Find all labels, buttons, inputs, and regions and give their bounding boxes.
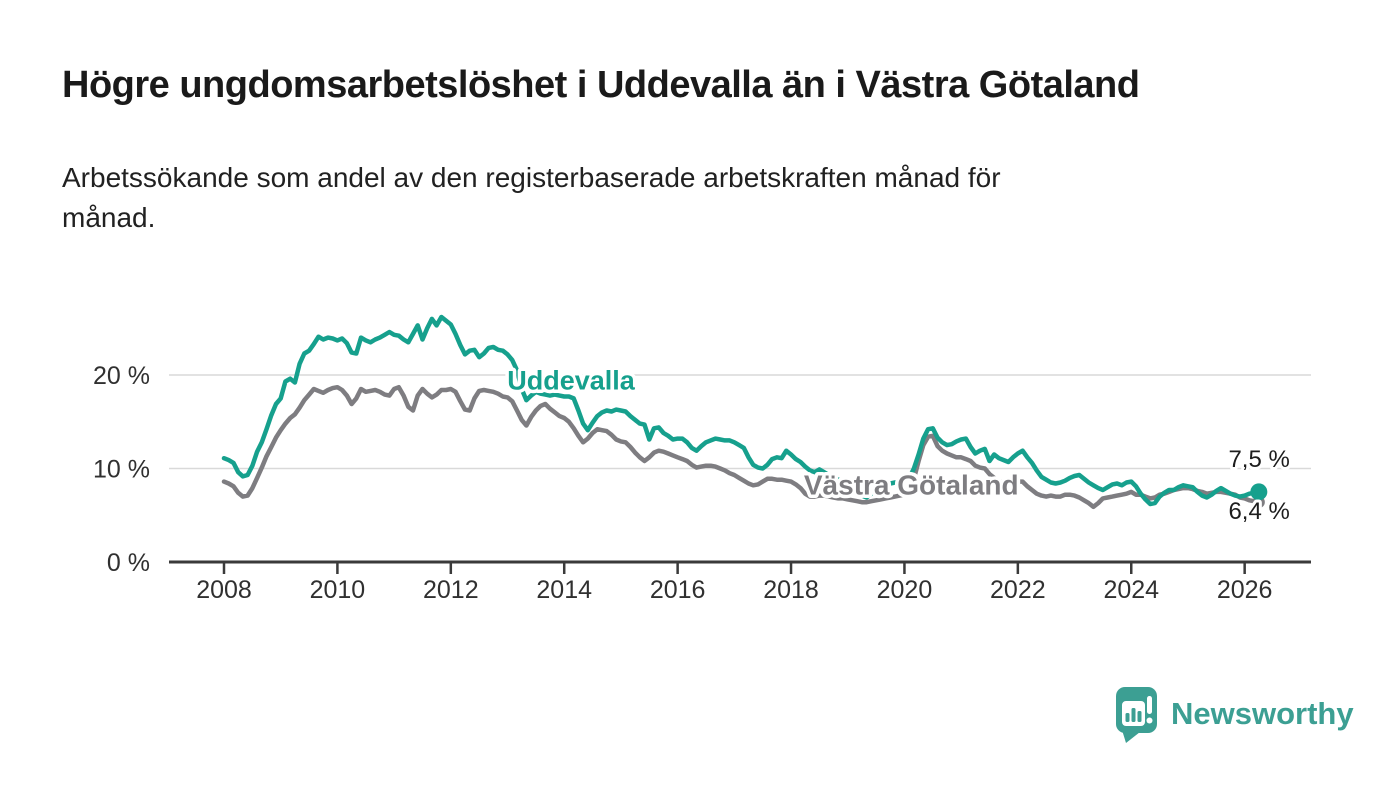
newsworthy-wordmark: Newsworthy [1171,696,1354,731]
x-tick-label: 2024 [1103,576,1159,604]
chart-title: Högre ungdomsarbetslöshet i Uddevalla än… [62,64,1140,106]
x-tick-label: 2010 [310,576,366,604]
x-axis: 2008 2010 2012 2014 2016 2018 2020 2022 2024 2026 [169,560,1311,604]
y-tick-label: 20 % [93,362,150,390]
uddevalla-end-dot [1250,483,1268,501]
x-tick-label: 2012 [423,576,479,604]
chart-subtitle-line1: Arbetssökande som andel av den registerb… [62,162,1001,193]
y-tick-label: 0 % [107,549,150,577]
vastra-gotaland-label: Västra Götaland [804,469,1019,500]
x-tick-label: 2020 [877,576,933,604]
x-tick-label: 2022 [990,576,1046,604]
newsworthy-logo-icon [1116,687,1157,743]
gridlines [169,374,1311,470]
x-tick-label: 2026 [1217,576,1273,604]
uddevalla-label: Uddevalla [507,366,636,396]
chart-subtitle: Arbetssökande som andel av den registerb… [62,158,1001,238]
end-value-labels: 7,5 % 6,4 % [1225,443,1292,528]
vastra-gotaland-end-value-label: 6,4 % [1228,498,1289,525]
x-tick-label: 2008 [196,576,252,604]
x-tick-label: 2016 [650,576,706,604]
uddevalla-line [221,314,1262,507]
y-tick-label: 10 % [93,456,150,484]
series-labels: Uddevalla Västra Götaland [504,362,1022,504]
uddevalla-end-value-label: 7,5 % [1228,446,1289,473]
vastra-gotaland-line [221,384,1262,510]
chart-subtitle-line2: månad. [62,202,156,233]
x-tick-label: 2014 [536,576,592,604]
series-end-dots [1250,483,1268,509]
y-axis-labels: 0 % 10 % 20 % [93,362,150,577]
x-tick-label: 2018 [763,576,819,604]
data-series [221,314,1262,510]
newsworthy-branding: Newsworthy [1114,684,1354,744]
